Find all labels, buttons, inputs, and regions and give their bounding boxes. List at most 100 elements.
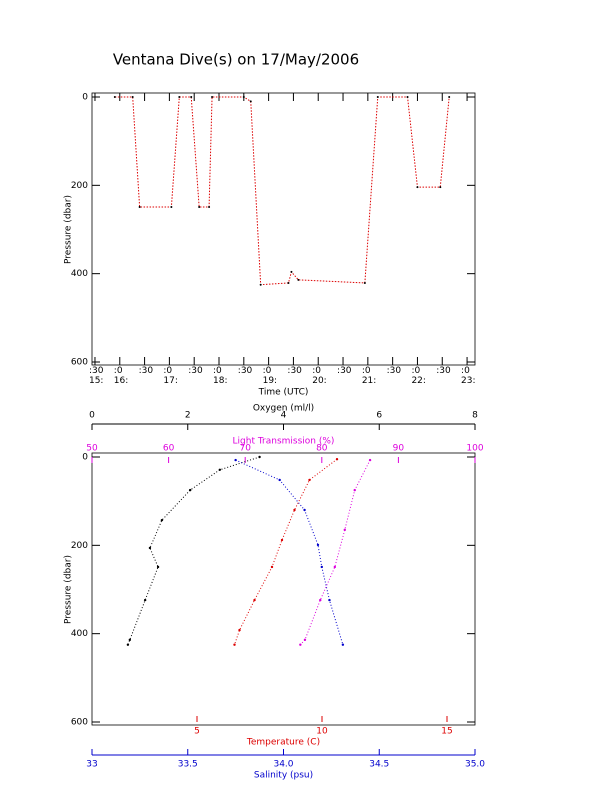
point [253, 598, 256, 602]
point [293, 508, 296, 512]
point [148, 546, 152, 550]
y-tick-label: 600 [71, 358, 88, 368]
point [138, 205, 141, 208]
point [160, 518, 164, 522]
point [208, 205, 211, 208]
point [259, 283, 262, 286]
point [376, 96, 379, 98]
point [353, 488, 356, 492]
x-tick-label: 6 [376, 411, 382, 421]
profile-line [299, 459, 371, 646]
x-tick-label: :0 17: [163, 366, 178, 386]
y-tick-label: 400 [71, 269, 88, 279]
x-tick-label: :30 [237, 366, 253, 376]
point [333, 565, 337, 569]
profile-line [235, 459, 344, 645]
x-tick-label: :0 23: [461, 366, 476, 386]
x-tick-label: :0 19: [262, 366, 278, 386]
x-tick-label: 35.0 [465, 760, 485, 770]
point [308, 478, 311, 482]
point [448, 96, 451, 98]
x-tick-label: 15 [441, 727, 452, 737]
point [343, 528, 346, 532]
point [170, 205, 173, 208]
point [238, 628, 241, 632]
y-tick-label: 600 [71, 718, 88, 728]
dive-profile [114, 96, 450, 286]
x-tick-label: :30 [287, 366, 302, 376]
x-axis-label: Time (UTC) [258, 388, 309, 398]
x-tick-label: :30 [436, 366, 451, 376]
point [218, 468, 222, 472]
y-axis-label: Pressure (dbar) [64, 555, 74, 624]
x-tick-label: :0 16: [113, 366, 129, 386]
x-tick-label: :30 [337, 366, 352, 376]
x-tick-label: :0 22: [411, 366, 426, 386]
point [198, 205, 201, 208]
point [258, 455, 261, 459]
x-tick-label: 10 [316, 727, 328, 737]
x-axis-label: Oxygen (ml/l) [253, 404, 314, 414]
point [290, 270, 293, 273]
point [143, 598, 147, 602]
point [188, 488, 192, 492]
x-axis-label: Light Transmission (%) [233, 437, 335, 447]
y-tick-label: 0 [82, 93, 88, 103]
point [156, 565, 160, 569]
x-tick-label: :30 [386, 366, 402, 376]
point [280, 538, 284, 542]
point [249, 100, 252, 103]
x-tick-label: :30 [138, 366, 154, 376]
point [297, 278, 300, 281]
x-tick-label: 34.5 [369, 760, 389, 770]
x-tick-label: 4 [281, 411, 287, 421]
point [406, 96, 409, 98]
point [190, 96, 193, 98]
x-tick-label: :0 20: [312, 366, 327, 386]
point [242, 96, 245, 98]
x-tick-label: 60 [163, 444, 175, 454]
point [113, 96, 116, 98]
plot-frame [91, 452, 476, 726]
x-axis-label: Salinity (psu) [254, 771, 313, 781]
profile-line [234, 458, 338, 645]
point [270, 565, 274, 569]
x-tick-label: 33 [86, 760, 97, 770]
x-tick-label: 70 [239, 444, 251, 454]
x-tick-label: 2 [185, 411, 191, 421]
point [368, 458, 372, 462]
point [278, 478, 281, 482]
x-tick-label: 33.5 [178, 760, 198, 770]
point [363, 281, 366, 284]
x-tick-label: :30 [188, 366, 203, 376]
point [303, 508, 306, 512]
point [126, 643, 130, 646]
point [341, 643, 345, 646]
point [234, 458, 237, 462]
point [299, 643, 302, 646]
profile-line [127, 456, 260, 645]
chart-title: Ventana Dive(s) on 17/May/2006 [113, 51, 359, 69]
point [319, 598, 322, 602]
y-tick-label: 0 [82, 453, 88, 463]
y-tick-label: 200 [71, 541, 88, 551]
x-tick-label: 8 [472, 411, 478, 421]
y-axis-label: Pressure (dbar) [64, 195, 74, 264]
point [316, 543, 320, 547]
point [131, 96, 134, 98]
point [416, 186, 419, 189]
point [233, 643, 236, 646]
x-tick-label: 90 [393, 444, 405, 454]
point [303, 638, 307, 642]
y-tick-label: 200 [71, 181, 88, 191]
point [178, 96, 181, 98]
point [328, 598, 331, 602]
x-tick-label: :0 18: [213, 366, 228, 386]
plot-frame [91, 92, 476, 366]
x-tick-label: 50 [86, 444, 98, 454]
point [439, 186, 442, 189]
x-tick-label: 34.0 [273, 760, 293, 770]
y-tick-label: 400 [71, 629, 88, 639]
